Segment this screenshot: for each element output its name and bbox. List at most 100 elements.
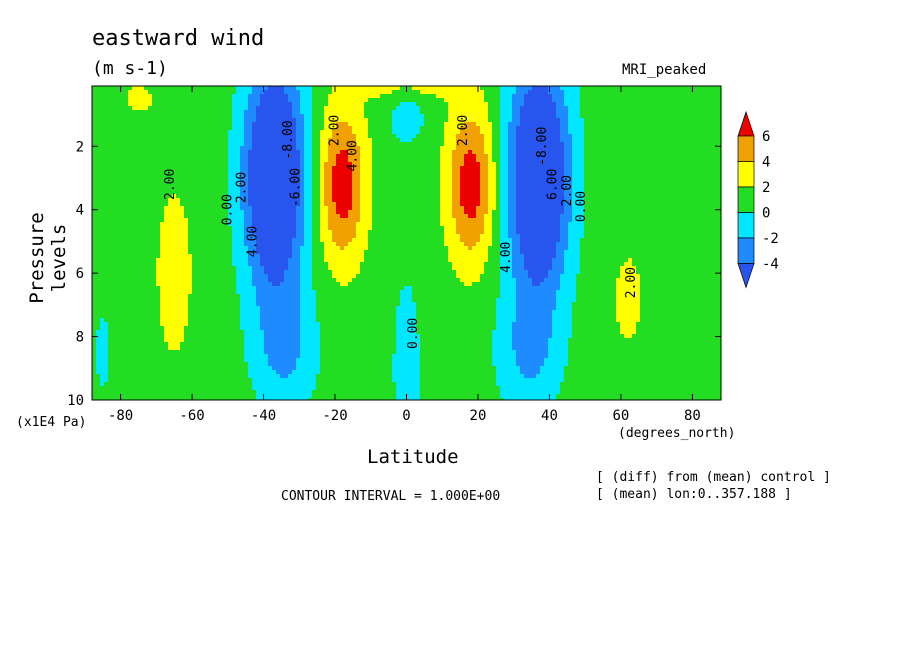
field-cell <box>300 142 305 147</box>
field-cell <box>168 114 173 119</box>
field-cell <box>144 186 149 191</box>
field-cell <box>168 330 173 335</box>
field-cell <box>236 390 241 395</box>
field-cell <box>232 326 237 331</box>
field-cell <box>228 118 233 123</box>
field-cell <box>236 330 241 335</box>
field-cell <box>252 338 257 343</box>
field-cell <box>188 138 193 143</box>
field-cell <box>340 98 345 103</box>
field-cell <box>140 394 145 399</box>
field-cell <box>324 122 329 127</box>
field-cell <box>292 370 297 375</box>
field-cell <box>248 314 253 319</box>
field-cell <box>212 146 217 151</box>
field-cell <box>144 198 149 203</box>
field-cell <box>124 206 129 211</box>
field-cell <box>332 354 337 359</box>
field-cell <box>252 114 257 119</box>
field-cell <box>304 230 309 235</box>
field-cell <box>320 354 325 359</box>
field-cell <box>196 162 201 167</box>
field-cell <box>284 334 289 339</box>
field-cell <box>220 330 225 335</box>
field-cell <box>280 342 285 347</box>
field-cell <box>128 210 133 215</box>
field-cell <box>240 178 245 183</box>
field-cell <box>204 338 209 343</box>
field-cell <box>112 190 117 195</box>
field-cell <box>260 350 265 355</box>
field-cell <box>196 198 201 203</box>
field-cell <box>256 398 261 401</box>
field-cell <box>116 242 121 247</box>
field-cell <box>240 226 245 231</box>
field-cell <box>216 306 221 311</box>
field-cell <box>156 306 161 311</box>
field-cell <box>116 102 121 107</box>
field-cell <box>92 166 97 171</box>
field-cell <box>200 302 205 307</box>
field-cell <box>248 354 253 359</box>
field-cell <box>156 386 161 391</box>
field-cell <box>120 342 125 347</box>
field-cell <box>112 106 117 111</box>
field-cell <box>244 94 249 99</box>
field-cell <box>200 162 205 167</box>
field-cell <box>224 238 229 243</box>
field-cell <box>196 222 201 227</box>
field-cell <box>244 150 249 155</box>
field-cell <box>260 266 265 271</box>
field-cell <box>224 354 229 359</box>
field-cell <box>252 398 257 401</box>
field-cell <box>172 254 177 259</box>
field-cell <box>324 86 329 91</box>
field-cell <box>116 366 121 371</box>
field-cell <box>184 114 189 119</box>
field-cell <box>340 222 345 227</box>
field-cell <box>116 130 121 135</box>
field-cell <box>120 194 125 199</box>
field-cell <box>244 250 249 255</box>
field-cell <box>168 362 173 367</box>
field-cell <box>208 190 213 195</box>
field-cell <box>240 166 245 171</box>
field-cell <box>316 206 321 211</box>
field-cell <box>92 178 97 183</box>
field-cell <box>104 358 109 363</box>
field-cell <box>176 86 181 91</box>
field-cell <box>184 270 189 275</box>
field-cell <box>196 374 201 379</box>
field-cell <box>208 378 213 383</box>
field-cell <box>276 290 281 295</box>
field-cell <box>228 290 233 295</box>
field-cell <box>300 178 305 183</box>
field-cell <box>332 130 337 135</box>
field-cell <box>92 282 97 287</box>
field-cell <box>308 354 313 359</box>
field-cell <box>152 194 157 199</box>
field-cell <box>196 290 201 295</box>
field-cell <box>192 366 197 371</box>
field-cell <box>332 154 337 159</box>
field-cell <box>224 318 229 323</box>
field-cell <box>244 178 249 183</box>
field-cell <box>136 342 141 347</box>
field-cell <box>160 310 165 315</box>
field-cell <box>264 214 269 219</box>
field-cell <box>184 262 189 267</box>
field-cell <box>312 366 317 371</box>
field-cell <box>208 218 213 223</box>
field-cell <box>256 126 261 131</box>
contour-interval: CONTOUR INTERVAL = 1.000E+00 <box>281 489 501 504</box>
field-cell <box>128 182 133 187</box>
field-cell <box>252 154 257 159</box>
field-cell <box>228 314 233 319</box>
field-cell <box>144 90 149 95</box>
field-cell <box>204 158 209 163</box>
field-cell <box>192 246 197 251</box>
field-cell <box>156 378 161 383</box>
field-cell <box>196 178 201 183</box>
field-cell <box>128 238 133 243</box>
field-cell <box>268 362 273 367</box>
